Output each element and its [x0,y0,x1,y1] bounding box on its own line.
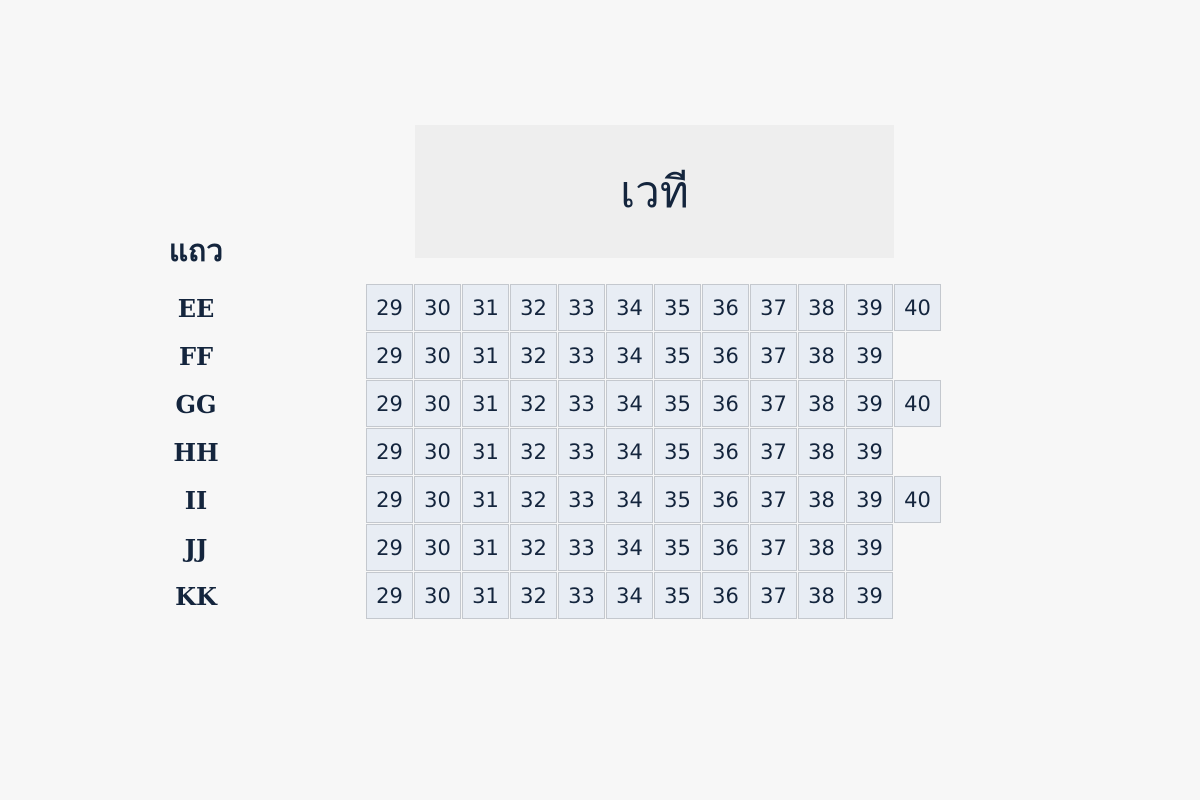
row-label: II [184,486,208,515]
seat-FF-39[interactable]: 39 [846,332,893,379]
seat-HH-35[interactable]: 35 [654,428,701,475]
seat-JJ-34[interactable]: 34 [606,524,653,571]
seat-II-30[interactable]: 30 [414,476,461,523]
seat-FF-35[interactable]: 35 [654,332,701,379]
seat-HH-38[interactable]: 38 [798,428,845,475]
seat-HH-37[interactable]: 37 [750,428,797,475]
seat-HH-39[interactable]: 39 [846,428,893,475]
seat-FF-34[interactable]: 34 [606,332,653,379]
seat-II-32[interactable]: 32 [510,476,557,523]
seat-EE-32[interactable]: 32 [510,284,557,331]
seat-II-31[interactable]: 31 [462,476,509,523]
seat-JJ-35[interactable]: 35 [654,524,701,571]
seat-GG-31[interactable]: 31 [462,380,509,427]
seat-KK-29[interactable]: 29 [366,572,413,619]
seat-KK-33[interactable]: 33 [558,572,605,619]
seat-HH-29[interactable]: 29 [366,428,413,475]
seat-JJ-37[interactable]: 37 [750,524,797,571]
seat-KK-39[interactable]: 39 [846,572,893,619]
seat-EE-40[interactable]: 40 [894,284,941,331]
seat-FF-38[interactable]: 38 [798,332,845,379]
seat-KK-34[interactable]: 34 [606,572,653,619]
seat-II-37[interactable]: 37 [750,476,797,523]
stage-label: เวที [620,166,689,218]
seat-JJ-36[interactable]: 36 [702,524,749,571]
seat-EE-35[interactable]: 35 [654,284,701,331]
row-label: JJ [184,534,208,563]
seat-GG-36[interactable]: 36 [702,380,749,427]
seat-EE-34[interactable]: 34 [606,284,653,331]
row-label: GG [175,390,217,419]
seat-GG-40[interactable]: 40 [894,380,941,427]
row-label: KK [175,582,217,611]
seat-EE-29[interactable]: 29 [366,284,413,331]
seat-FF-36[interactable]: 36 [702,332,749,379]
seat-KK-30[interactable]: 30 [414,572,461,619]
seat-EE-38[interactable]: 38 [798,284,845,331]
seat-II-39[interactable]: 39 [846,476,893,523]
seat-GG-39[interactable]: 39 [846,380,893,427]
seat-II-29[interactable]: 29 [366,476,413,523]
seat-KK-31[interactable]: 31 [462,572,509,619]
seat-JJ-32[interactable]: 32 [510,524,557,571]
seat-EE-31[interactable]: 31 [462,284,509,331]
seat-EE-30[interactable]: 30 [414,284,461,331]
seat-GG-32[interactable]: 32 [510,380,557,427]
seat-II-36[interactable]: 36 [702,476,749,523]
seat-KK-35[interactable]: 35 [654,572,701,619]
seat-EE-36[interactable]: 36 [702,284,749,331]
seat-FF-29[interactable]: 29 [366,332,413,379]
seat-EE-39[interactable]: 39 [846,284,893,331]
seat-HH-31[interactable]: 31 [462,428,509,475]
seat-II-38[interactable]: 38 [798,476,845,523]
seat-FF-37[interactable]: 37 [750,332,797,379]
stage: เวที [415,125,894,258]
seat-GG-37[interactable]: 37 [750,380,797,427]
seat-JJ-29[interactable]: 29 [366,524,413,571]
row-label: FF [178,342,214,371]
seat-HH-36[interactable]: 36 [702,428,749,475]
seat-II-33[interactable]: 33 [558,476,605,523]
seat-KK-32[interactable]: 32 [510,572,557,619]
seat-HH-30[interactable]: 30 [414,428,461,475]
seat-JJ-33[interactable]: 33 [558,524,605,571]
seat-GG-38[interactable]: 38 [798,380,845,427]
row-label: EE [177,294,215,323]
seat-HH-34[interactable]: 34 [606,428,653,475]
seat-JJ-31[interactable]: 31 [462,524,509,571]
seat-HH-33[interactable]: 33 [558,428,605,475]
seat-GG-34[interactable]: 34 [606,380,653,427]
seat-FF-32[interactable]: 32 [510,332,557,379]
row-header: แถว [168,234,224,269]
seat-JJ-38[interactable]: 38 [798,524,845,571]
seat-GG-30[interactable]: 30 [414,380,461,427]
seat-KK-36[interactable]: 36 [702,572,749,619]
seat-FF-31[interactable]: 31 [462,332,509,379]
seat-FF-33[interactable]: 33 [558,332,605,379]
seat-II-35[interactable]: 35 [654,476,701,523]
seat-II-40[interactable]: 40 [894,476,941,523]
seat-GG-33[interactable]: 33 [558,380,605,427]
seat-GG-35[interactable]: 35 [654,380,701,427]
seat-KK-38[interactable]: 38 [798,572,845,619]
seat-KK-37[interactable]: 37 [750,572,797,619]
row-label: HH [173,438,219,467]
seat-JJ-39[interactable]: 39 [846,524,893,571]
seat-EE-33[interactable]: 33 [558,284,605,331]
seat-EE-37[interactable]: 37 [750,284,797,331]
seat-HH-32[interactable]: 32 [510,428,557,475]
seat-JJ-30[interactable]: 30 [414,524,461,571]
seat-FF-30[interactable]: 30 [414,332,461,379]
seat-II-34[interactable]: 34 [606,476,653,523]
seat-GG-29[interactable]: 29 [366,380,413,427]
